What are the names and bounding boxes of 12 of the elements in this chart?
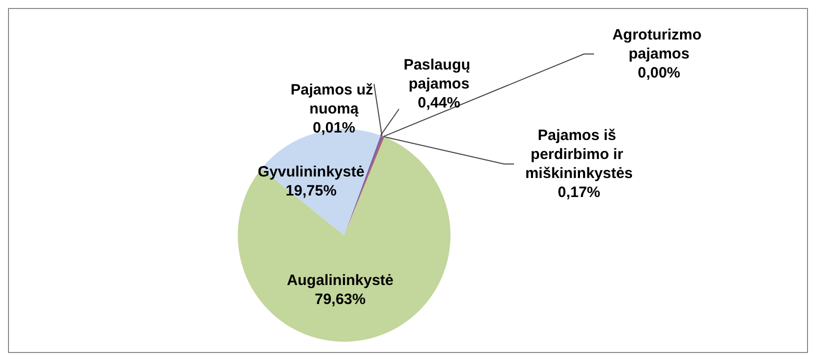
data-label: 0,44%	[418, 94, 460, 112]
text: 0,00%	[638, 64, 680, 82]
data-label: 19,75%	[286, 182, 337, 200]
data-label: 0,01%	[312, 120, 356, 136]
slice-label: Pajamos iš perdirbimo ir miškininkystės	[525, 127, 633, 182]
data-label: 0,17%	[558, 184, 600, 201]
category-label: Agroturizmo pajamos	[612, 26, 702, 62]
slice-label: Augalininkystė	[286, 272, 394, 289]
slice-label: Paslaugų pajamos	[404, 56, 474, 92]
slice-label: Pajamos už nuomą	[290, 82, 378, 118]
slice-label: Gyvulininkystė	[258, 163, 364, 180]
data-label: 79,63%	[314, 290, 366, 308]
